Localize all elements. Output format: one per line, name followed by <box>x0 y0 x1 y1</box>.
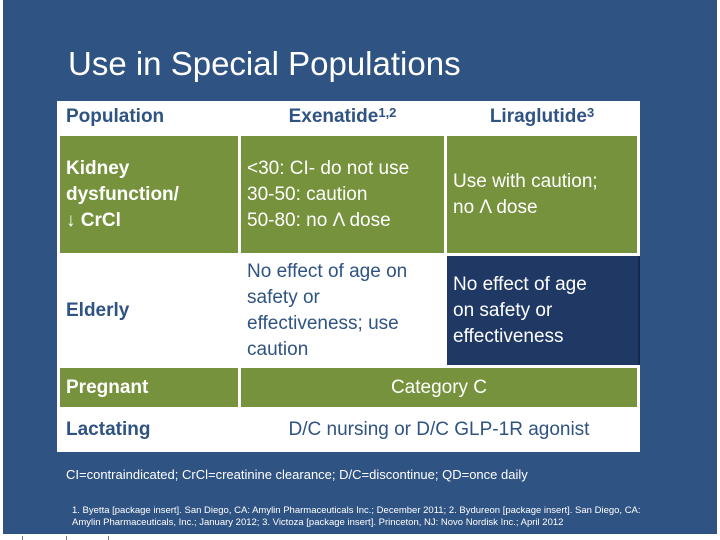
row-label-kidney: Kidney dysfunction/ ↓ CrCl <box>57 133 241 256</box>
tick-mark <box>22 536 23 540</box>
header-liraglutide: Liraglutide3 <box>444 101 640 136</box>
kidney-exenatide-cell: <30: CI- do not use 30-50: caution 50-80… <box>238 133 447 256</box>
tick-mark <box>108 536 109 540</box>
table-row-pregnant: Pregnant Category C <box>57 365 640 410</box>
header-population: Population <box>57 101 241 136</box>
slide-title: Use in Special Populations <box>68 45 461 82</box>
tick-mark <box>66 536 67 540</box>
row-label-elderly: Elderly <box>57 253 241 368</box>
row-label-lactating: Lactating <box>57 407 241 452</box>
abbreviations-footnote: CI=contraindicated; CrCl=creatinine clea… <box>66 467 528 482</box>
header-exenatide: Exenatide1,2 <box>238 101 447 136</box>
table-row-elderly: Elderly No effect of age on safety or ef… <box>57 253 640 368</box>
kidney-liraglutide-cell: Use with caution; no Λ dose <box>444 133 640 256</box>
table-row-kidney: Kidney dysfunction/ ↓ CrCl <30: CI- do n… <box>57 133 640 256</box>
slide: Use in Special Populations Population Ex… <box>3 0 717 534</box>
lactating-merged-cell: D/C nursing or D/C GLP-1R agonist <box>238 407 640 452</box>
elderly-liraglutide-cell: No effect of age on safety or effectiven… <box>444 253 640 368</box>
populations-table: Population Exenatide1,2 Liraglutide3 Kid… <box>57 101 640 452</box>
bottom-strip <box>0 534 720 540</box>
header-exenatide-refs: 1,2 <box>378 105 397 120</box>
table-header-row: Population Exenatide1,2 Liraglutide3 <box>57 101 640 136</box>
elderly-exenatide-cell: No effect of age on safety or effectiven… <box>238 253 447 368</box>
table-row-lactating: Lactating D/C nursing or D/C GLP-1R agon… <box>57 407 640 452</box>
row-label-pregnant: Pregnant <box>57 365 241 410</box>
references: 1. Byetta [package insert]. San Diego, C… <box>72 505 641 528</box>
pregnant-merged-cell: Category C <box>238 365 640 410</box>
header-liraglutide-refs: 3 <box>586 105 595 120</box>
